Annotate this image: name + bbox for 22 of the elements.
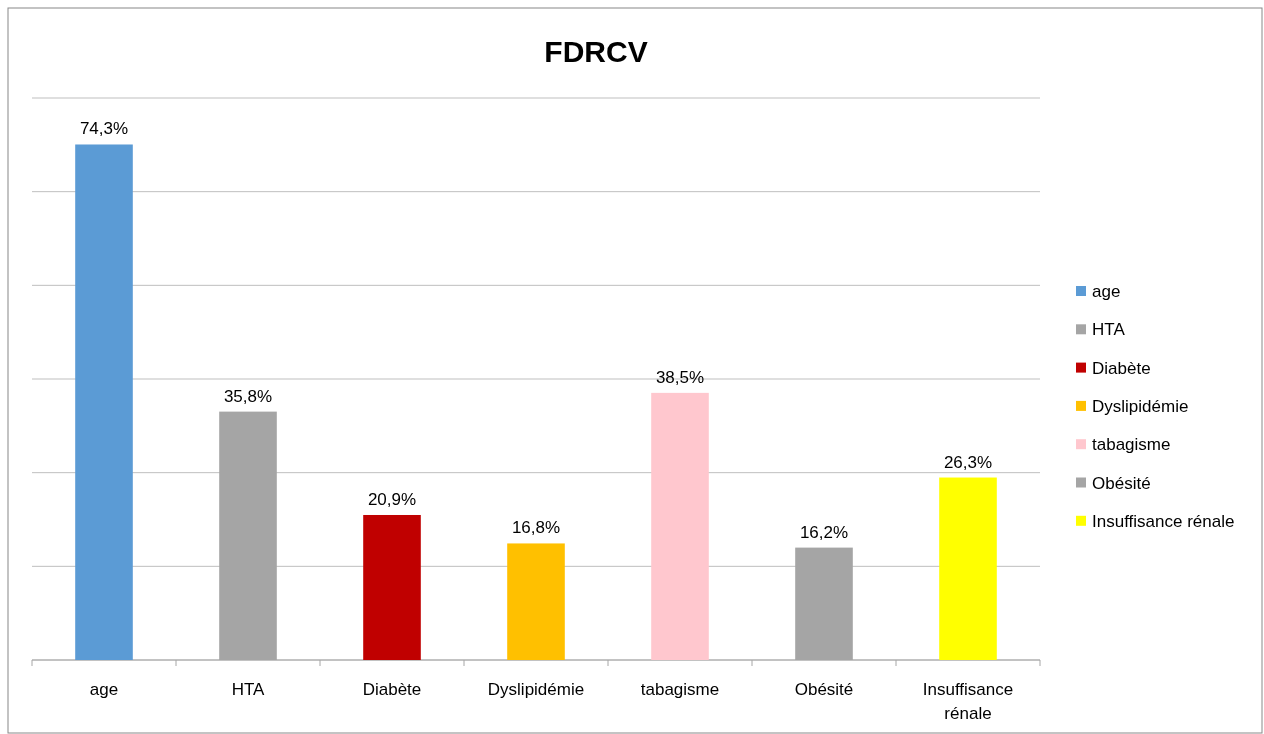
x-tick-label: Diabète: [362, 680, 422, 699]
x-tick-label: Insuffisance rénale: [922, 680, 1014, 723]
data-label: 16,2%: [799, 522, 849, 542]
chart-title: FDRCV: [544, 35, 648, 68]
x-tick-label: tabagisme: [640, 680, 720, 699]
legend-label: tabagisme: [1092, 435, 1171, 455]
x-tick-label: Obésité: [794, 680, 854, 699]
legend-label: age: [1092, 282, 1121, 301]
legend-label: Diabète: [1092, 358, 1151, 378]
data-label: 20,9%: [367, 489, 417, 509]
data-label: 35,8%: [223, 386, 273, 406]
data-label: 16,8%: [511, 518, 561, 538]
legend-label: Dyslipidémie: [1092, 396, 1189, 416]
data-label: 74,3%: [79, 119, 129, 139]
x-tick-label: Dyslipidémie: [487, 680, 585, 699]
legend-label: HTA: [1092, 320, 1126, 340]
x-tick-label: age: [89, 680, 119, 699]
legend-label: Insuffisance rénale: [1092, 511, 1235, 531]
data-label: 38,5%: [655, 367, 705, 387]
x-tick-label: HTA: [231, 680, 266, 699]
data-label: 26,3%: [943, 452, 993, 472]
legend-label: Obésité: [1092, 473, 1151, 493]
